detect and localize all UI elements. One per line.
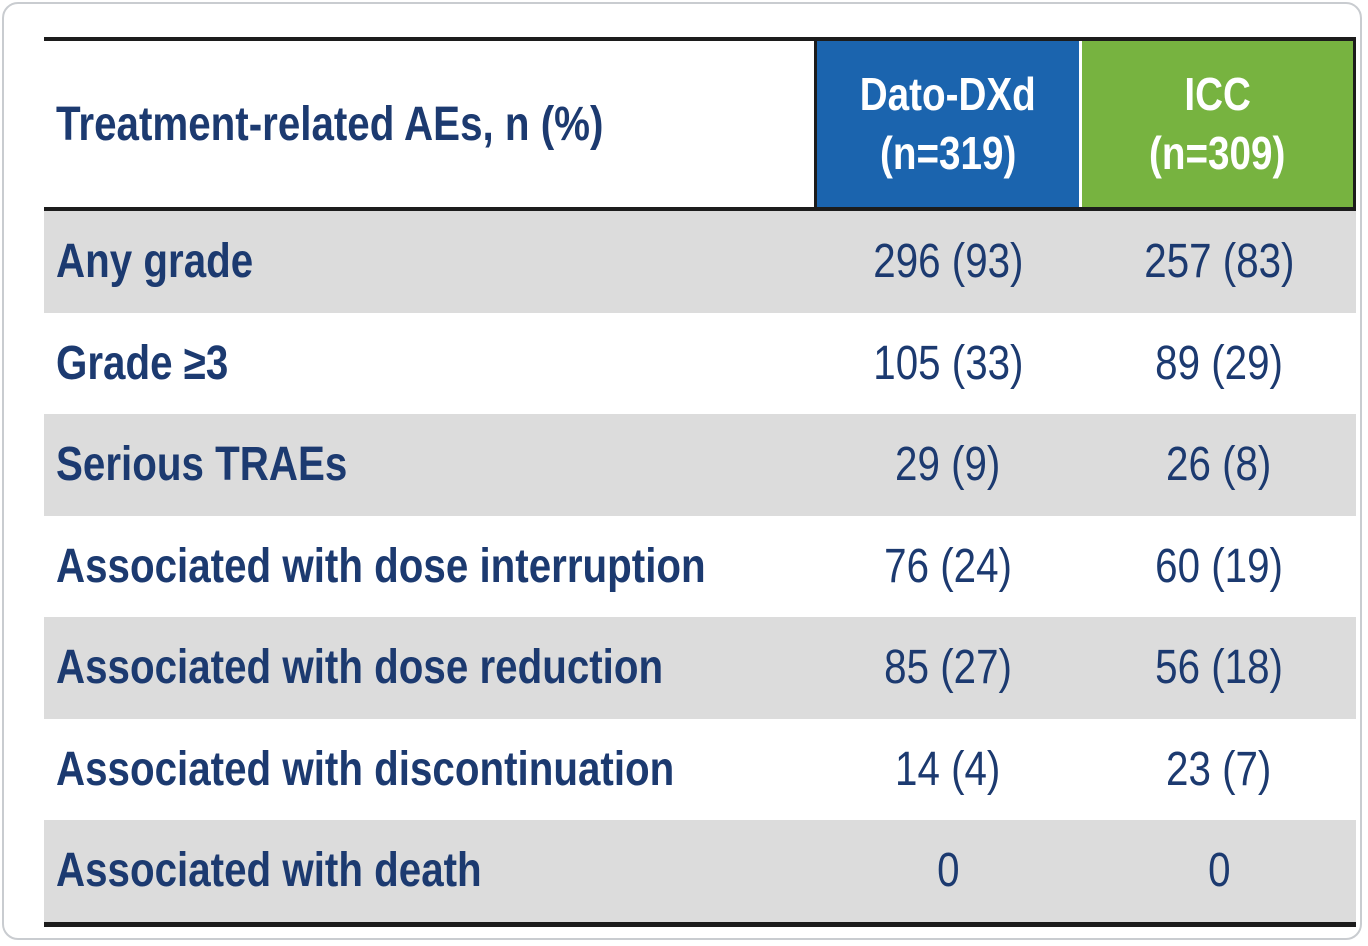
dato-value-cell: 0 xyxy=(814,820,1082,922)
icc-value: 26 (8) xyxy=(1166,438,1272,492)
icc-value: 23 (7) xyxy=(1166,742,1272,796)
row-label-cell: Associated with dose interruption xyxy=(44,516,814,618)
row-label: Associated with death xyxy=(56,844,482,898)
table-row-grade-ge3: Grade ≥3 105 (33) 89 (29) xyxy=(44,312,1356,415)
dato-value-cell: 296 (93) xyxy=(814,211,1082,313)
row-label: Associated with dose interruption xyxy=(56,539,706,593)
dato-value: 14 (4) xyxy=(895,742,1001,796)
row-label-cell: Grade ≥3 xyxy=(44,313,814,415)
icc-value-cell: 60 (19) xyxy=(1082,516,1356,618)
dato-dxd-arm-n: (n=319) xyxy=(879,127,1017,179)
icc-value-cell: 26 (8) xyxy=(1082,414,1356,516)
row-label-cell: Associated with death xyxy=(44,820,814,922)
table-row-dose-reduction: Associated with dose reduction 85 (27) 5… xyxy=(44,617,1356,719)
row-label: Associated with dose reduction xyxy=(56,641,664,695)
icc-arm-name: ICC xyxy=(1184,68,1251,121)
icc-value: 60 (19) xyxy=(1155,539,1283,593)
icc-value-cell: 23 (7) xyxy=(1082,719,1356,821)
icc-value: 0 xyxy=(1207,844,1231,898)
icc-value: 89 (29) xyxy=(1155,336,1283,390)
table-row-any-grade: Any grade 296 (93) 257 (83) xyxy=(44,211,1356,313)
header-row-label-cell: Treatment-related AEs, n (%) xyxy=(44,41,814,207)
row-label: Grade ≥3 xyxy=(56,336,229,390)
dato-dxd-arm-name: Dato-DXd xyxy=(859,68,1037,121)
table-row-serious-traes: Serious TRAEs 29 (9) 26 (8) xyxy=(44,414,1356,516)
icc-arm-n: (n=309) xyxy=(1149,127,1286,179)
column-header-dato-dxd: Dato-DXd (n=319) xyxy=(814,41,1082,207)
row-label-cell: Serious TRAEs xyxy=(44,414,814,516)
icc-value: 56 (18) xyxy=(1155,641,1283,695)
table-header-row: Treatment-related AEs, n (%) Dato-DXd (n… xyxy=(44,41,1356,211)
row-label-cell: Any grade xyxy=(44,211,814,313)
icc-value-cell: 89 (29) xyxy=(1082,313,1356,415)
icc-value-cell: 257 (83) xyxy=(1082,211,1356,313)
table-row-dose-interruption: Associated with dose interruption 76 (24… xyxy=(44,515,1356,618)
table-row-discontinuation: Associated with discontinuation 14 (4) 2… xyxy=(44,718,1356,821)
row-label: Associated with discontinuation xyxy=(56,742,675,796)
dato-value-cell: 29 (9) xyxy=(814,414,1082,516)
icc-value-cell: 56 (18) xyxy=(1082,617,1356,719)
table-row-death: Associated with death 0 0 xyxy=(44,820,1356,922)
icc-value-cell: 0 xyxy=(1082,820,1356,922)
row-label-cell: Associated with dose reduction xyxy=(44,617,814,719)
treatment-related-aes-table: Treatment-related AEs, n (%) Dato-DXd (n… xyxy=(44,37,1356,927)
icc-value: 257 (83) xyxy=(1143,235,1295,289)
dato-value: 296 (93) xyxy=(872,235,1024,289)
row-label: Any grade xyxy=(56,235,254,289)
dato-value: 105 (33) xyxy=(872,336,1024,390)
table-title: Treatment-related AEs, n (%) xyxy=(56,97,604,151)
dato-value-cell: 14 (4) xyxy=(814,719,1082,821)
column-header-icc: ICC (n=309) xyxy=(1082,41,1356,207)
row-label-cell: Associated with discontinuation xyxy=(44,719,814,821)
dato-value: 76 (24) xyxy=(884,539,1012,593)
dato-value: 29 (9) xyxy=(895,438,1001,492)
row-label: Serious TRAEs xyxy=(56,438,348,492)
dato-value-cell: 76 (24) xyxy=(814,516,1082,618)
dato-value: 85 (27) xyxy=(884,641,1012,695)
dato-value-cell: 105 (33) xyxy=(814,313,1082,415)
dato-value-cell: 85 (27) xyxy=(814,617,1082,719)
dato-value: 0 xyxy=(936,844,960,898)
